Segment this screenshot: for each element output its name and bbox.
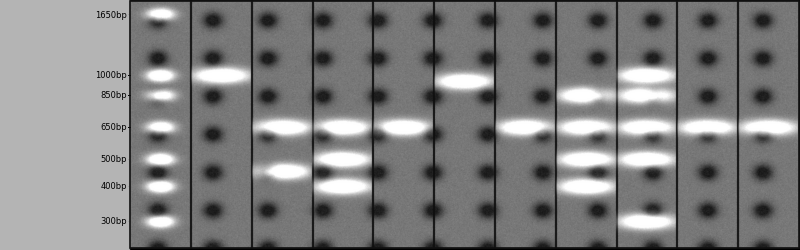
Bar bbox=[130, 2, 799, 248]
Text: 1000bp: 1000bp bbox=[95, 71, 127, 80]
Text: 500bp: 500bp bbox=[101, 155, 127, 164]
Text: 850bp: 850bp bbox=[100, 91, 127, 100]
Text: 1650bp: 1650bp bbox=[95, 10, 127, 20]
Text: 650bp: 650bp bbox=[100, 123, 127, 132]
Text: 300bp: 300bp bbox=[100, 217, 127, 226]
Text: 400bp: 400bp bbox=[101, 182, 127, 191]
